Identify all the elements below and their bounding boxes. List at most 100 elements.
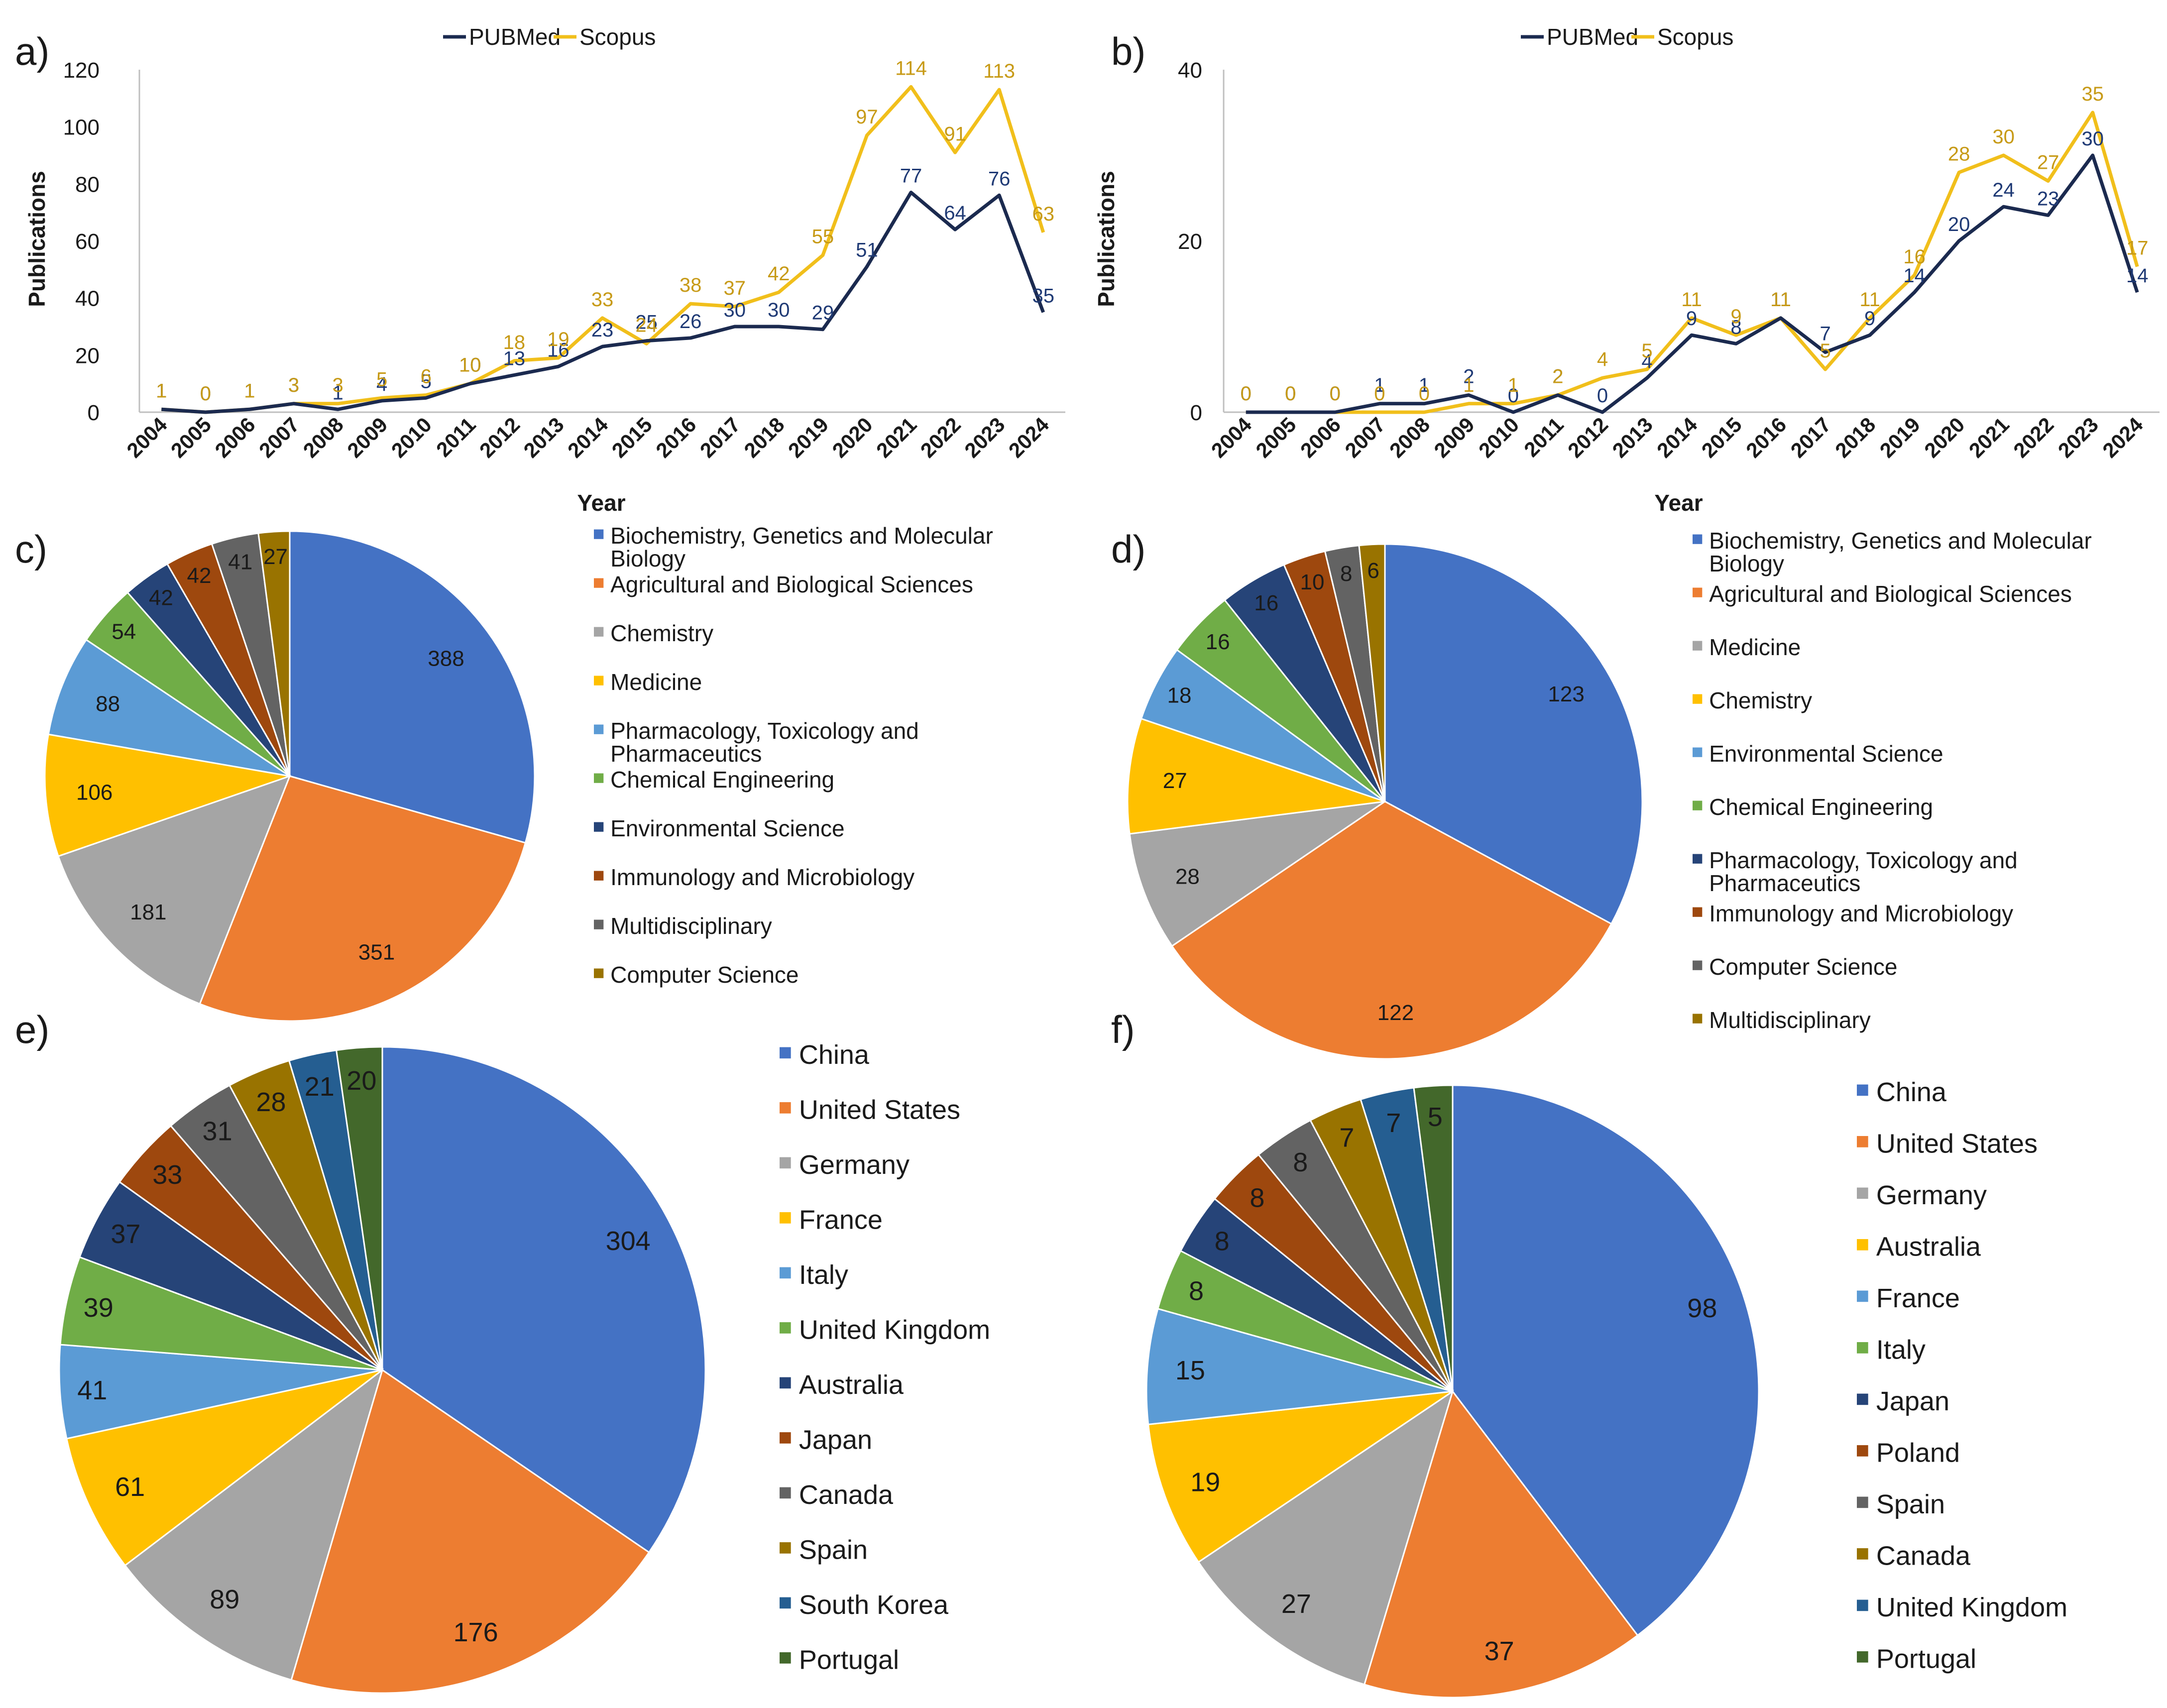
y-tick-label: 60 — [75, 229, 100, 254]
data-label-scopus: 4 — [1597, 348, 1608, 370]
data-label-scopus: 1 — [244, 380, 255, 402]
x-tick-label: 2004 — [1207, 413, 1256, 462]
x-tick-label: 2017 — [1786, 413, 1835, 462]
x-tick-label: 2010 — [1474, 413, 1523, 462]
x-tick-label: 2012 — [475, 413, 524, 462]
y-axis-title: Publications — [1093, 171, 1119, 307]
pie-data-label: 8 — [1189, 1276, 1204, 1306]
x-tick-label: 2008 — [299, 413, 348, 462]
data-label-pubmed: 29 — [812, 302, 834, 324]
data-label-pubmed: 0 — [1330, 383, 1341, 405]
data-label-pubmed: 76 — [988, 168, 1011, 190]
data-label-pubmed: 2 — [1552, 366, 1563, 388]
pie-data-label: 42 — [187, 564, 211, 588]
data-label-pubmed: 1 — [332, 382, 343, 404]
legend-label: Computer Science — [1709, 954, 1897, 980]
legend-swatch — [780, 1652, 791, 1664]
chart-legend: PUBMed Scopus — [1521, 24, 1733, 50]
legend-label: China — [1876, 1077, 1947, 1107]
legend-label: China — [799, 1040, 870, 1070]
legend-label: Australia — [799, 1370, 904, 1400]
legend-label: Canada — [799, 1480, 894, 1510]
legend-swatch — [780, 1597, 791, 1609]
legend-swatch — [780, 1432, 791, 1444]
x-tick-label: 2004 — [122, 413, 172, 462]
data-label-pubmed: 10 — [459, 354, 481, 376]
x-tick-label: 2009 — [342, 413, 392, 462]
pie-data-label: 39 — [84, 1293, 114, 1323]
pie-slice — [257, 530, 291, 777]
legend-swatch — [594, 627, 604, 637]
panel-label: b) — [1111, 29, 1145, 73]
x-tick-label: 2013 — [1608, 413, 1657, 462]
x-tick-label: 2013 — [519, 413, 568, 462]
data-label-pubmed: 9 — [1864, 308, 1875, 330]
pie-slice — [1147, 1390, 1453, 1563]
data-label-scopus: 16 — [1903, 246, 1926, 268]
legend-swatch — [1693, 641, 1703, 651]
data-label-scopus: 3 — [288, 374, 299, 396]
data-label-pubmed: 26 — [680, 311, 702, 333]
y-tick-label: 120 — [63, 58, 100, 83]
pie-data-label: 6 — [1367, 559, 1379, 583]
data-label-scopus: 1 — [156, 380, 167, 402]
data-label-scopus: 42 — [768, 263, 790, 285]
legend-label-line: Pharmaceutics — [610, 741, 762, 767]
pie-legend: China United States Germany France Italy Unit… — [780, 1040, 990, 1675]
legend-label-pubmed: PUBMed — [1547, 24, 1638, 50]
legend-label-line: Pharmacology, Toxicology and — [610, 718, 919, 744]
pie-slice — [289, 530, 536, 844]
pie-data-label: 37 — [1484, 1636, 1514, 1666]
pie-slice — [124, 1368, 384, 1681]
legend-swatch — [594, 773, 604, 783]
x-tick-label: 2007 — [1340, 413, 1389, 462]
legend-swatch — [1857, 1187, 1868, 1199]
legend-swatch — [780, 1102, 791, 1114]
y-tick-label: 0 — [88, 401, 100, 425]
data-label-scopus: 33 — [591, 289, 614, 311]
data-label-scopus: 3 — [332, 374, 343, 396]
panel-label: e) — [15, 1008, 49, 1051]
data-label-pubmed: 0 — [1508, 385, 1519, 407]
pie-legend: China United States Germany Australia France… — [1857, 1077, 2067, 1674]
data-label-scopus: 1 — [1508, 374, 1519, 396]
legend-swatch — [1693, 747, 1703, 757]
pie-slice — [66, 1369, 383, 1567]
data-label-pubmed: 25 — [635, 312, 658, 334]
data-label-scopus: 0 — [200, 383, 211, 405]
legend-swatch — [1857, 1445, 1868, 1457]
legend-label: Canada — [1876, 1541, 1971, 1571]
legend-label-line: Biology — [610, 546, 685, 571]
legend-label-line: Biochemistry, Genetics and Molecular — [1709, 528, 2092, 554]
pie-data-label: 20 — [346, 1066, 376, 1096]
pie-data-label: 27 — [263, 545, 288, 569]
data-label-pubmed: 0 — [1597, 385, 1608, 407]
data-label-pubmed: 13 — [503, 347, 526, 369]
data-label-pubmed: 16 — [547, 339, 570, 361]
x-tick-label: 2023 — [2053, 413, 2103, 462]
pie-data-label: 8 — [1340, 562, 1352, 586]
legend-swatch — [1693, 694, 1703, 704]
data-label-scopus: 2 — [1552, 366, 1563, 388]
legend-label: United States — [1876, 1129, 2038, 1159]
x-tick-label: 2015 — [1697, 413, 1746, 462]
legend-label: Portugal — [799, 1645, 899, 1675]
x-tick-label: 2020 — [1920, 413, 1969, 462]
legend-label: Biochemistry, Genetics and Molecular Biol… — [1709, 528, 2092, 576]
data-label-pubmed: 4 — [376, 373, 387, 395]
legend-label: Biochemistry, Genetics and Molecular Biol… — [610, 523, 993, 571]
data-label-pubmed: 35 — [1032, 285, 1054, 307]
y-tick-label: 40 — [1178, 58, 1202, 83]
legend-label-line: Biology — [1709, 551, 1784, 576]
legend-label-line: Pharmacology, Toxicology and — [1709, 847, 2018, 873]
pie-data-label: 8 — [1250, 1183, 1264, 1213]
pie-slice — [1452, 1084, 1760, 1637]
y-tick-label: 20 — [75, 343, 100, 368]
legend-swatch — [1693, 960, 1703, 970]
legend-swatch — [1857, 1548, 1868, 1560]
pie-data-label: 7 — [1339, 1123, 1354, 1152]
pie-slice — [44, 733, 290, 857]
legend-swatch — [594, 919, 604, 929]
pie-data-label: 28 — [1175, 865, 1200, 889]
